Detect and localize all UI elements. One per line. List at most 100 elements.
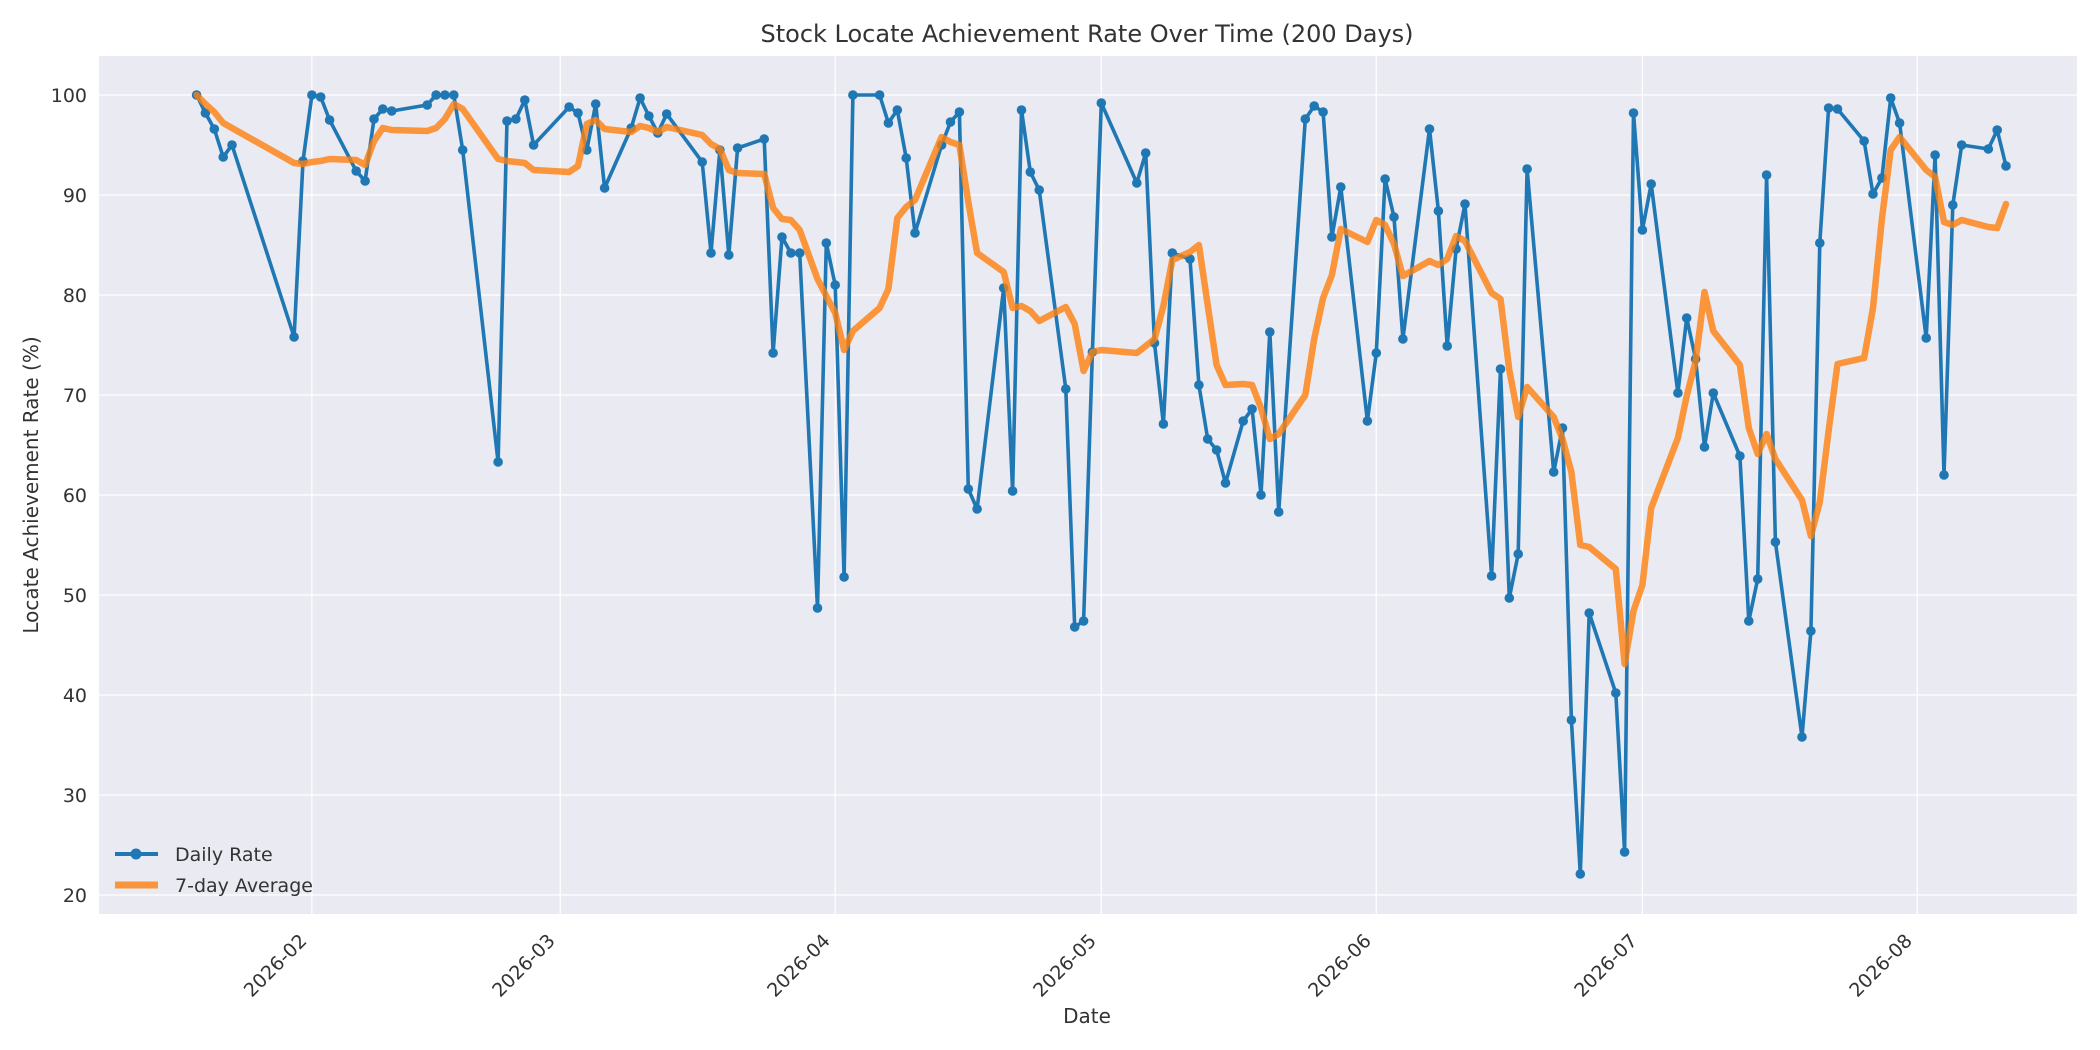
daily-rate-point: [564, 102, 574, 112]
y-axis-label: Locate Achievement Rate (%): [19, 336, 43, 633]
daily-rate-point: [1318, 107, 1328, 117]
daily-rate-point: [528, 140, 539, 150]
daily-rate-point: [2001, 161, 2011, 171]
daily-rate-point: [493, 457, 503, 467]
daily-rate-point: [1132, 178, 1142, 188]
daily-rate-point: [1256, 490, 1266, 500]
series-layer: [191, 90, 2011, 879]
y-tick-label: 30: [63, 785, 87, 807]
daily-rate-point: [590, 99, 601, 109]
daily-rate-markers: [191, 90, 2011, 879]
daily-rate-point: [1424, 124, 1435, 134]
daily-rate-point: [1761, 170, 1772, 180]
daily-rate-point: [1548, 467, 1559, 477]
daily-rate-point: [1930, 150, 1940, 160]
daily-rate-point: [1939, 470, 1949, 480]
daily-rate-point: [599, 183, 610, 193]
daily-rate-point: [1983, 144, 1994, 154]
daily-rate-point: [1815, 238, 1825, 248]
daily-rate-point: [1948, 200, 1958, 210]
daily-rate-point: [1921, 333, 1931, 343]
daily-rate-point: [1619, 847, 1630, 857]
legend-daily-marker-swatch: [130, 848, 142, 860]
daily-rate-point: [1486, 571, 1497, 581]
daily-rate-point: [1025, 167, 1036, 177]
daily-rate-point: [812, 603, 823, 613]
daily-rate-point: [874, 90, 885, 100]
daily-rate-point: [777, 232, 787, 242]
daily-rate-point: [457, 145, 468, 155]
daily-rate-point: [386, 106, 397, 116]
daily-rate-point: [732, 143, 743, 153]
daily-rate-point: [1823, 103, 1834, 113]
y-tick-label: 40: [63, 685, 87, 707]
daily-rate-point: [1522, 164, 1532, 174]
daily-rate-point: [1016, 105, 1027, 115]
daily-rate-point: [1061, 384, 1071, 394]
daily-rate-point: [1566, 715, 1577, 725]
daily-rate-point: [1584, 608, 1594, 618]
daily-rate-point: [1238, 416, 1248, 426]
daily-rate-point: [378, 104, 388, 114]
daily-rate-point: [369, 114, 379, 124]
daily-rate-point: [1078, 616, 1089, 626]
daily-rate-point: [1158, 419, 1169, 429]
daily-rate-point: [1956, 140, 1967, 150]
daily-rate-point: [573, 108, 583, 118]
daily-rate-point: [1265, 327, 1275, 337]
daily-rate-point: [1513, 549, 1523, 559]
daily-rate-point: [324, 115, 335, 125]
daily-rate-point: [661, 109, 672, 119]
daily-rate-point: [1220, 478, 1231, 488]
daily-rate-point: [1007, 486, 1018, 496]
daily-rate-point: [892, 105, 903, 115]
daily-rate-point: [901, 153, 911, 163]
daily-rate-point: [227, 140, 237, 150]
daily-rate-point: [1309, 101, 1319, 111]
daily-rate-point: [963, 484, 974, 494]
daily-rate-point: [1797, 732, 1807, 742]
seven-day-average-line: [193, 91, 2010, 668]
daily-rate-point: [1336, 182, 1346, 192]
daily-rate-point: [1460, 199, 1470, 209]
daily-rate-point: [786, 248, 796, 258]
daily-rate-point: [1433, 206, 1444, 216]
y-tick-label: 100: [51, 85, 87, 107]
daily-rate-point: [839, 572, 849, 582]
y-tick-label: 60: [63, 485, 87, 507]
daily-rate-point: [1380, 174, 1390, 184]
daily-rate-point: [635, 93, 645, 103]
daily-rate-point: [724, 250, 734, 260]
daily-rate-point: [794, 248, 805, 258]
daily-rate-point: [1868, 189, 1878, 199]
daily-rate-point: [431, 90, 441, 100]
daily-rate-point: [1699, 442, 1710, 452]
daily-rate-point: [697, 157, 707, 167]
x-tick-label: 2026-08: [1845, 930, 1917, 1002]
daily-rate-point: [1327, 232, 1337, 242]
daily-rate-point: [1194, 380, 1204, 390]
daily-rate-point: [1885, 93, 1896, 103]
daily-rate-point: [1300, 114, 1311, 124]
x-tick-label: 2026-05: [1029, 930, 1101, 1002]
daily-rate-point: [1646, 179, 1656, 189]
daily-rate-point: [1495, 364, 1506, 374]
daily-rate-point: [351, 166, 362, 176]
legend-daily-label: Daily Rate: [175, 844, 273, 866]
daily-rate-point: [307, 90, 317, 100]
grid-lines: [99, 56, 2077, 914]
daily-rate-point: [910, 228, 920, 238]
daily-rate-point: [945, 117, 956, 127]
x-axis-label: Date: [1063, 1004, 1111, 1028]
daily-rate-point: [848, 90, 858, 100]
y-tick-label: 80: [63, 285, 87, 307]
daily-rate-point: [449, 90, 459, 100]
y-tick-label: 20: [63, 885, 87, 907]
daily-rate-point: [289, 332, 299, 342]
daily-rate-point: [511, 114, 521, 124]
y-tick-label: 90: [63, 185, 87, 207]
daily-rate-point: [1637, 225, 1648, 235]
daily-rate-point: [1273, 507, 1284, 517]
y-tick-label: 50: [63, 585, 87, 607]
daily-rate-point: [1398, 334, 1408, 344]
